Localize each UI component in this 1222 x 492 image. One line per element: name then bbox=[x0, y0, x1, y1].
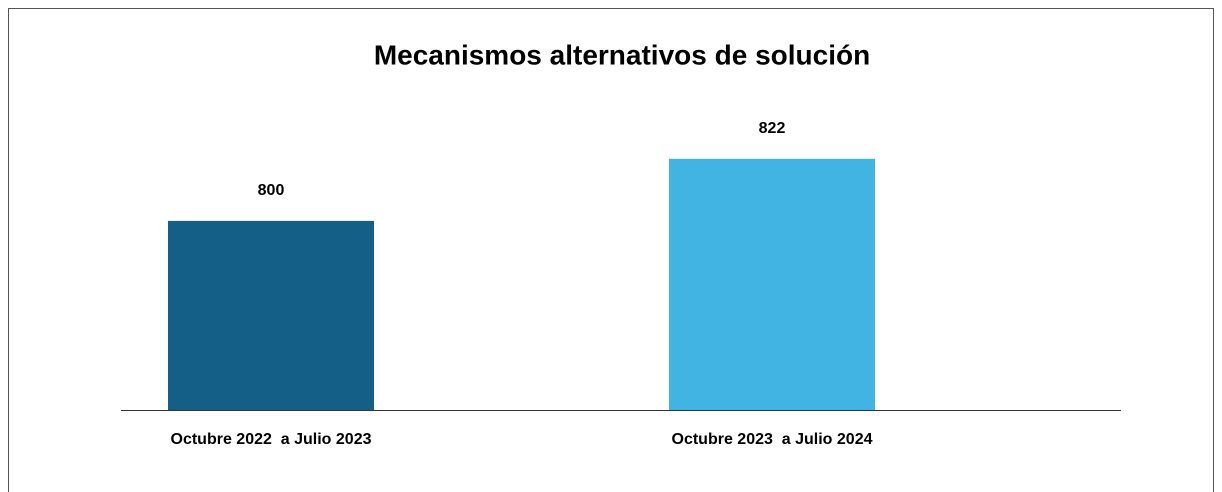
bar bbox=[168, 220, 374, 410]
chart-title: Mecanismos alternativos de solución bbox=[374, 39, 870, 70]
x-tick-label: Octubre 2023 a Julio 2024 bbox=[672, 431, 873, 448]
bar bbox=[669, 158, 875, 410]
value-label: 800 bbox=[258, 182, 285, 199]
value-label: 822 bbox=[759, 120, 786, 137]
x-tick-label: Octubre 2022 a Julio 2023 bbox=[171, 431, 372, 448]
